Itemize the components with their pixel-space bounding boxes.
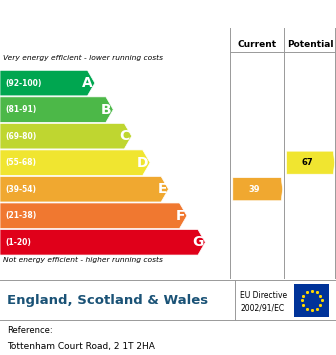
Text: (55-68): (55-68) [5, 158, 36, 167]
Text: EU Directive: EU Directive [240, 291, 287, 300]
Text: F: F [176, 209, 185, 223]
Text: Current: Current [238, 40, 277, 49]
Text: Potential: Potential [287, 40, 333, 49]
Text: A: A [82, 76, 93, 90]
Text: England, Scotland & Wales: England, Scotland & Wales [7, 294, 208, 307]
Text: Very energy efficient - lower running costs: Very energy efficient - lower running co… [3, 55, 163, 61]
Text: Not energy efficient - higher running costs: Not energy efficient - higher running co… [3, 257, 163, 263]
Text: (1-20): (1-20) [5, 238, 31, 247]
Text: D: D [137, 156, 149, 170]
Text: (92-100): (92-100) [5, 78, 41, 88]
Polygon shape [233, 178, 283, 201]
Text: (69-80): (69-80) [5, 132, 36, 141]
Polygon shape [0, 230, 205, 255]
Polygon shape [0, 97, 113, 122]
Polygon shape [0, 124, 132, 149]
Text: G: G [192, 235, 204, 249]
Text: Reference:: Reference: [7, 326, 52, 335]
Polygon shape [0, 150, 150, 175]
Polygon shape [0, 176, 168, 202]
Text: 2002/91/EC: 2002/91/EC [240, 304, 284, 312]
Text: 67: 67 [301, 158, 313, 167]
Text: 39: 39 [249, 185, 260, 194]
Text: (21-38): (21-38) [5, 211, 36, 220]
Text: E: E [157, 182, 167, 196]
Text: Tottenham Court Road, 2 1T 2HA: Tottenham Court Road, 2 1T 2HA [7, 342, 155, 351]
Text: C: C [120, 129, 130, 143]
Polygon shape [287, 151, 335, 174]
Text: (39-54): (39-54) [5, 185, 36, 194]
Text: B: B [101, 103, 112, 116]
Text: (81-91): (81-91) [5, 105, 36, 114]
Bar [294, 284, 329, 317]
Polygon shape [0, 203, 187, 229]
Polygon shape [0, 70, 95, 96]
Text: Energy Efficiency Rating: Energy Efficiency Rating [63, 7, 273, 22]
